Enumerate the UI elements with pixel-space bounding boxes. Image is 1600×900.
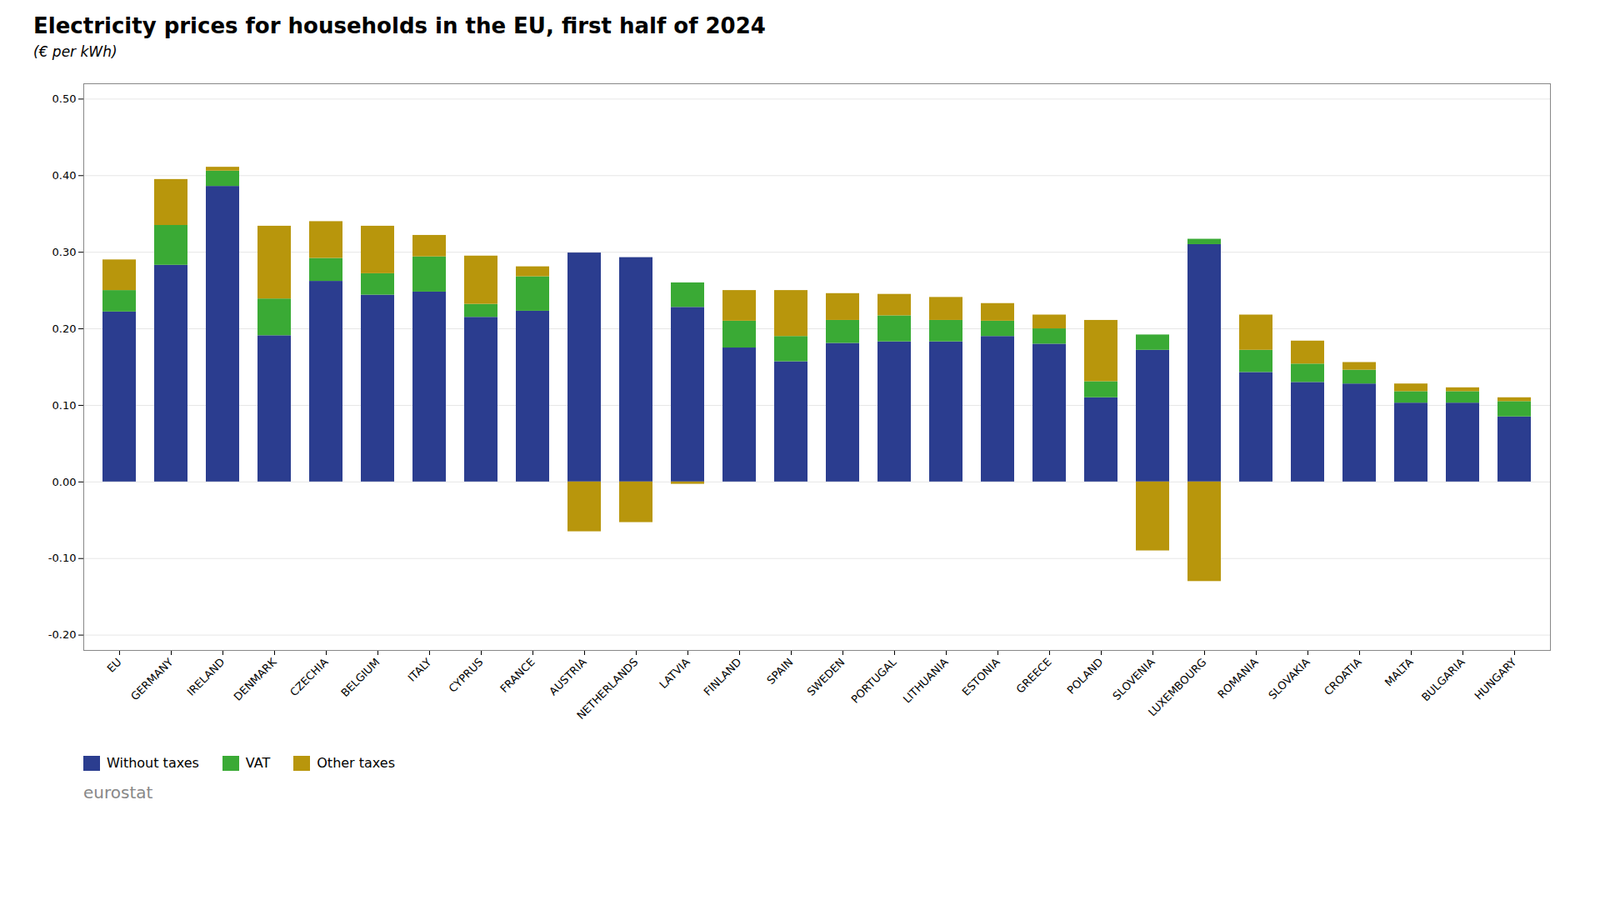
svg-text:LITHUANIA: LITHUANIA <box>900 655 951 706</box>
svg-text:SWEDEN: SWEDEN <box>804 655 847 699</box>
svg-text:-0.20: -0.20 <box>48 628 77 641</box>
svg-text:FINLAND: FINLAND <box>700 655 744 699</box>
svg-text:POLAND: POLAND <box>1065 655 1106 697</box>
svg-text:IRELAND: IRELAND <box>184 655 227 699</box>
svg-text:CROATIA: CROATIA <box>1321 655 1365 699</box>
svg-text:DENMARK: DENMARK <box>231 655 280 703</box>
svg-text:BULGARIA: BULGARIA <box>1419 655 1468 705</box>
svg-text:SPAIN: SPAIN <box>764 655 795 687</box>
html-text:Other taxes: Other taxes <box>316 755 395 771</box>
svg-text:GREECE: GREECE <box>1014 655 1055 696</box>
svg-text:ITALY: ITALY <box>405 655 435 685</box>
svg-text:CYPRUS: CYPRUS <box>446 655 486 695</box>
svg-text:CZECHIA: CZECHIA <box>287 655 331 700</box>
svg-text:0.50: 0.50 <box>52 92 77 105</box>
svg-text:0.10: 0.10 <box>52 399 77 412</box>
svg-text:HUNGARY: HUNGARY <box>1472 655 1520 703</box>
svg-text:LUXEMBOURG: LUXEMBOURG <box>1145 655 1210 720</box>
svg-text:-0.10: -0.10 <box>48 551 77 565</box>
html-text:VAT: VAT <box>245 755 271 771</box>
svg-text:SLOVENIA: SLOVENIA <box>1110 655 1157 703</box>
svg-text:PORTUGAL: PORTUGAL <box>849 655 900 706</box>
html-text:Without taxes: Without taxes <box>106 755 200 771</box>
svg-text:0.40: 0.40 <box>52 169 77 182</box>
svg-text:ROMANIA: ROMANIA <box>1215 655 1260 701</box>
svg-text:LATVIA: LATVIA <box>656 655 692 691</box>
html-text:Electricity prices for househo: Electricity prices for households in the… <box>33 13 766 39</box>
svg-text:BELGIUM: BELGIUM <box>338 655 382 700</box>
svg-text:0.30: 0.30 <box>52 245 77 259</box>
svg-text:GERMANY: GERMANY <box>128 655 176 704</box>
svg-text:FRANCE: FRANCE <box>497 655 537 695</box>
svg-text:0.00: 0.00 <box>52 475 77 488</box>
svg-text:AUSTRIA: AUSTRIA <box>546 655 590 699</box>
svg-text:MALTA: MALTA <box>1382 655 1416 690</box>
html-text:(€ per kWh): (€ per kWh) <box>33 43 118 60</box>
html-text:eurostat: eurostat <box>83 782 153 803</box>
svg-text:EU: EU <box>104 655 124 675</box>
svg-text:NETHERLANDS: NETHERLANDS <box>574 655 640 722</box>
svg-text:0.20: 0.20 <box>52 322 77 335</box>
svg-text:ESTONIA: ESTONIA <box>960 655 1003 699</box>
svg-text:SLOVAKIA: SLOVAKIA <box>1265 655 1312 702</box>
